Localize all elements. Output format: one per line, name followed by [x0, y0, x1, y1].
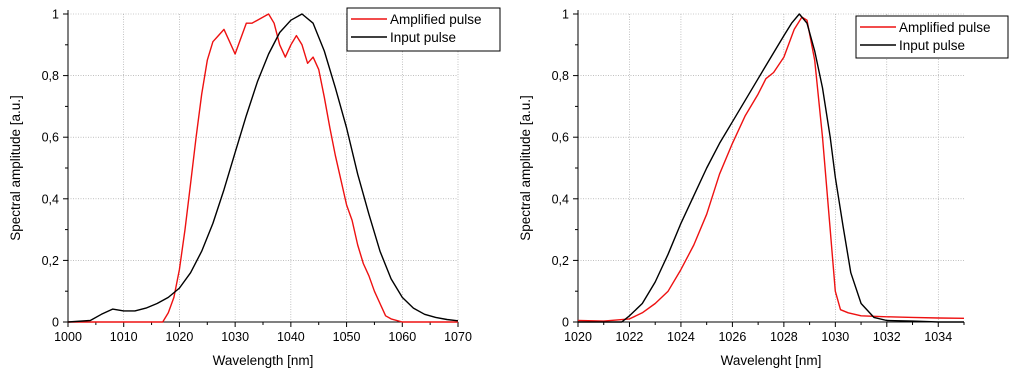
y-axis-label: Spectral amplitude [a.u.]	[518, 95, 533, 241]
legend-label: Input pulse	[899, 38, 965, 53]
y-tick-label: 1	[562, 8, 569, 22]
grid	[577, 13, 964, 323]
x-tick-label: 1020	[564, 330, 592, 344]
x-tick-label: 1028	[770, 330, 798, 344]
y-tick-label: 0,6	[552, 131, 569, 145]
y-tick-label: 0,8	[552, 69, 569, 83]
x-tick-label: 1026	[718, 330, 746, 344]
x-tick-label: 1024	[667, 330, 695, 344]
x-tick-label: 1022	[616, 330, 644, 344]
series-line-input-pulse	[578, 13, 964, 323]
x-tick-label: 1010	[110, 330, 138, 344]
y-tick-label: 0,2	[552, 254, 569, 268]
series-line-input-pulse	[68, 13, 458, 323]
y-tick-label: 0,4	[42, 192, 59, 206]
grid	[67, 13, 459, 323]
y-tick-label: 1	[52, 8, 59, 22]
x-tick-label: 1040	[277, 330, 305, 344]
y-tick-label: 0,8	[42, 69, 59, 83]
x-tick-label: 1000	[54, 330, 82, 344]
x-tick-label: 1060	[388, 330, 416, 344]
x-tick-label: 1070	[444, 330, 472, 344]
series-line-amplified-pulse	[578, 16, 964, 322]
legend-label: Amplified pulse	[390, 12, 482, 27]
y-tick-label: 0	[562, 316, 569, 330]
x-tick-label: 1020	[166, 330, 194, 344]
series-line-amplified-pulse	[68, 13, 458, 323]
chart-1: 1000 1010 1020 1030 1040 1050 1060 1070 0 0,2 0,4 0…	[8, 7, 501, 368]
y-tick-label: 0	[52, 316, 59, 330]
x-tick-label: 1034	[924, 330, 952, 344]
chart-2: 1020 1022 1024 1026 1028 1030 1032 1034 0 0,2 0,4 0…	[518, 8, 1009, 368]
x-tick-label: 1030	[221, 330, 249, 344]
y-axis-label: Spectral amplitude [a.u.]	[8, 95, 23, 241]
y-tick-label: 0,2	[42, 254, 59, 268]
legend-box	[346, 7, 501, 52]
legend-label: Amplified pulse	[899, 20, 991, 35]
x-tick-label: 1030	[821, 330, 849, 344]
legend-box	[855, 15, 1009, 59]
x-axis-label: Wavelength [nm]	[213, 353, 314, 368]
x-tick-label: 1050	[333, 330, 361, 344]
x-axis-label: Wavelenght [nm]	[721, 353, 822, 368]
x-tick-label: 1032	[873, 330, 901, 344]
y-tick-label: 0,6	[42, 131, 59, 145]
legend: Amplified pulse Input pulse	[855, 15, 1009, 59]
legend: Amplified pulse Input pulse	[346, 7, 501, 52]
y-tick-label: 0,4	[552, 192, 569, 206]
legend-label: Input pulse	[390, 30, 456, 45]
